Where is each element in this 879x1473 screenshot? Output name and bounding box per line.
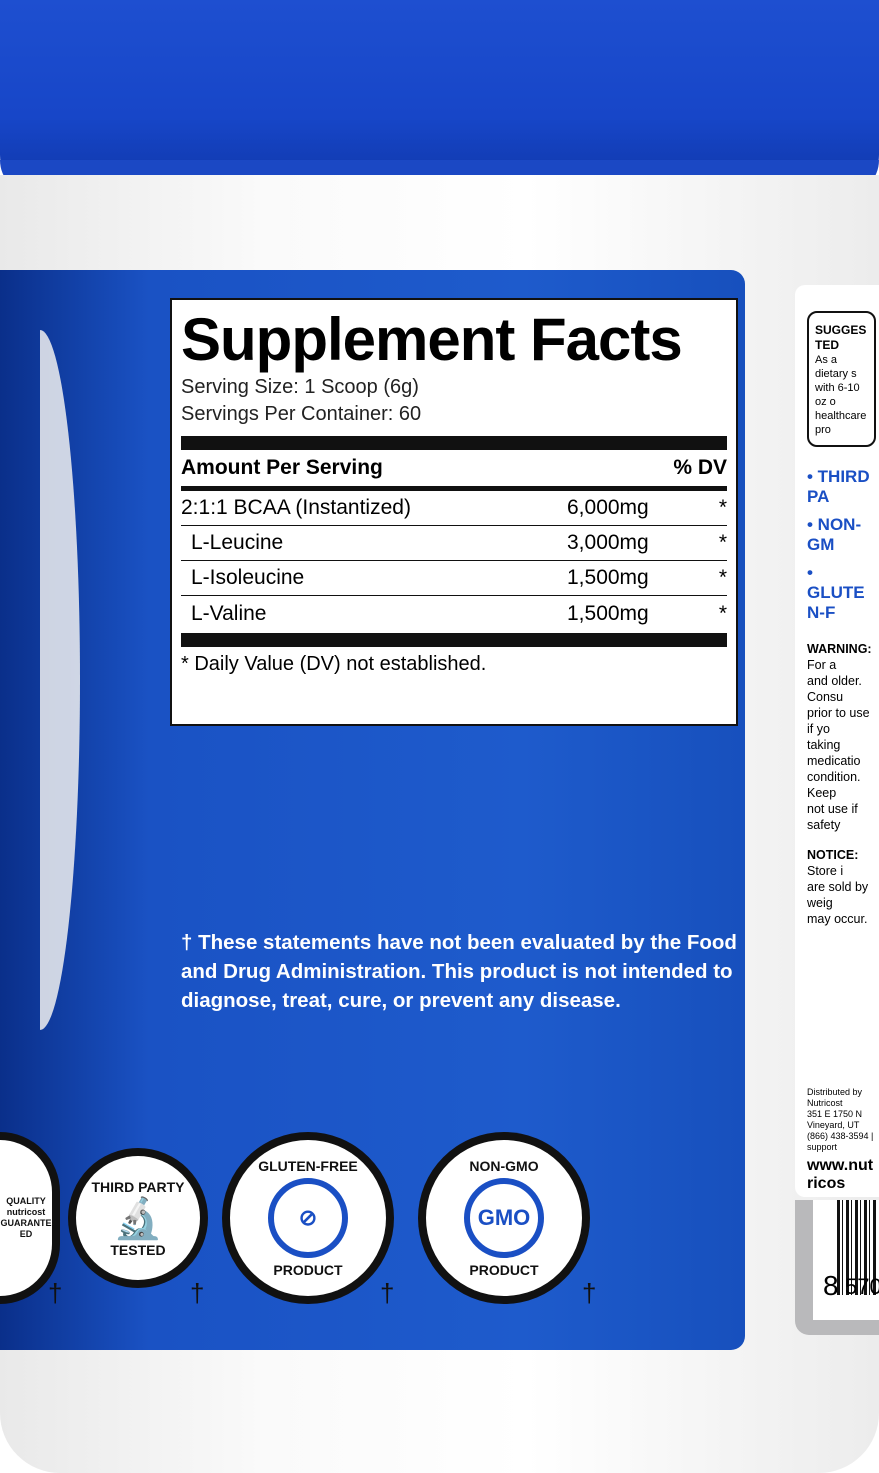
wheat-crossed-icon: ⊘ [268, 1178, 348, 1258]
barcode [837, 1200, 877, 1295]
dv-header: % DV [673, 456, 727, 479]
gmo-crossed-icon: GMO [464, 1178, 544, 1258]
warning-line: and older. Consu [807, 674, 862, 704]
third-party-badge: THIRD PARTY 🔬 TESTED [68, 1148, 208, 1288]
facts-title: Supplement Facts [181, 306, 683, 373]
logo-arc-decoration [0, 330, 80, 1030]
facts-row: 2:1:1 BCAA (Instantized) 6,000mg * [181, 491, 727, 526]
warning-line: For a [807, 658, 837, 672]
serving-size: Serving Size: 1 Scoop (6g) [181, 376, 419, 398]
facts-row: L-Isoleucine 1,500mg * [181, 561, 727, 596]
gmo-text: GMO [477, 1205, 531, 1230]
badge-top-text: THIRD PARTY [91, 1178, 185, 1195]
website-url: www.nutricos [807, 1157, 874, 1192]
dv-footnote: * Daily Value (DV) not established. [181, 653, 487, 675]
warning-line: prior to use if yo [807, 706, 870, 736]
ingredient-dv: * [718, 531, 727, 554]
barcode-digit: 570 [845, 1274, 879, 1299]
badge-bottom-text: GUARANTEED [0, 1218, 52, 1239]
warning-label: WARNING: [807, 642, 872, 656]
ingredient-amount: 1,500mg [567, 566, 649, 589]
suggested-line: As a dietary s [815, 354, 857, 380]
warning-line: taking medicatio [807, 738, 861, 768]
ingredient-name: 2:1:1 BCAA (Instantized) [181, 496, 411, 519]
badge-bottom-text: PRODUCT [469, 1262, 539, 1278]
dagger: † [582, 1278, 597, 1308]
notice-label: NOTICE: [807, 848, 859, 862]
side-label: SUGGESTED As a dietary s with 6-10 oz o … [795, 285, 879, 1197]
fda-disclaimer: † These statements have not been evaluat… [181, 931, 737, 1012]
badge-top-text: QUALITY [6, 1196, 46, 1206]
ingredient-name: L-Isoleucine [191, 566, 305, 589]
divider [181, 633, 727, 647]
suggested-line: with 6-10 oz o [815, 382, 860, 408]
distributor-info: Distributed by Nutricost 351 E 1750 N Vi… [807, 1087, 876, 1153]
ingredient-amount: 3,000mg [567, 531, 649, 554]
ingredient-amount: 6,000mg [567, 496, 649, 519]
bullet-item: • THIRD PA [807, 467, 870, 506]
badge-top-text: NON-GMO [469, 1158, 539, 1174]
distributor-line: (866) 438-3594 | support [807, 1131, 874, 1152]
barcode-digit: 8 [823, 1270, 839, 1301]
gluten-free-badge: GLUTEN-FREE ⊘ PRODUCT [222, 1132, 394, 1304]
ingredient-amount: 1,500mg [567, 601, 649, 625]
suggested-line: healthcare pro [815, 410, 867, 436]
notice-line: Store i [807, 864, 844, 878]
warning-text: WARNING: For a and older. Consu prior to… [807, 641, 876, 927]
ingredient-dv: * [718, 566, 727, 589]
bullet-item: • GLUTEN-F [807, 563, 865, 622]
facts-row: L-Valine 1,500mg * [181, 596, 727, 631]
ingredient-dv: * [718, 601, 727, 625]
microscope-icon: 🔬 [113, 1196, 163, 1241]
distributor-line: Distributed by Nutricost [807, 1087, 863, 1108]
ingredient-dv: * [718, 496, 727, 519]
dagger: † [190, 1278, 205, 1308]
suggested-use-box: SUGGESTED As a dietary s with 6-10 oz o … [807, 311, 876, 447]
quality-badge: QUALITY nutricost GUARANTEED [0, 1132, 60, 1304]
warning-line: condition. Keep [807, 770, 861, 800]
dagger: † [380, 1278, 395, 1308]
divider [181, 436, 727, 450]
bullet-item: • NON-GM [807, 515, 862, 554]
notice-line: are sold by weig [807, 880, 869, 910]
amount-header: Amount Per Serving [181, 456, 383, 479]
side-footer: Distributed by Nutricost 351 E 1750 N Vi… [807, 1087, 876, 1197]
facts-row: L-Leucine 3,000mg * [181, 526, 727, 561]
distributor-line: 351 E 1750 N Vineyard, UT [807, 1109, 863, 1130]
barcode-area: 8 570 [795, 1200, 879, 1335]
badge-bottom-text: TESTED [110, 1241, 166, 1258]
dagger: † [48, 1278, 63, 1308]
ingredient-name: L-Leucine [191, 531, 284, 554]
badge-bottom-text: PRODUCT [273, 1262, 343, 1278]
ingredient-name: L-Valine [191, 601, 267, 625]
badge-top-text: GLUTEN-FREE [258, 1158, 358, 1174]
servings-per-container: Servings Per Container: 60 [181, 403, 422, 425]
badge-brand: nutricost [6, 1207, 46, 1217]
non-gmo-badge: NON-GMO GMO PRODUCT [418, 1132, 590, 1304]
supplement-facts-panel: Supplement Facts Serving Size: 1 Scoop (… [170, 298, 738, 726]
facts-header: Amount Per Serving % DV [181, 454, 727, 491]
notice-line: may occur. [807, 912, 868, 926]
suggested-title: SUGGESTED [815, 323, 867, 352]
warning-line: not use if safety [807, 802, 858, 832]
